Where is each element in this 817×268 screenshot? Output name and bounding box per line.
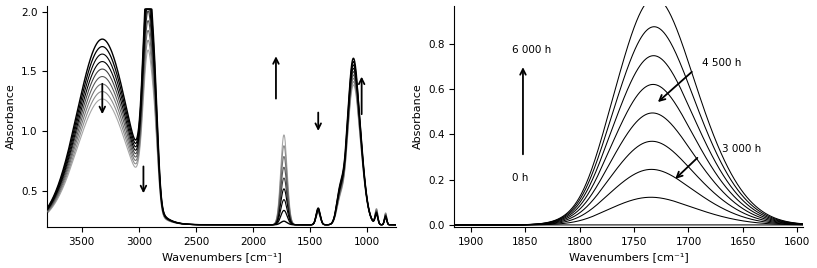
Y-axis label: Absorbance: Absorbance — [6, 84, 16, 149]
Text: 6 000 h: 6 000 h — [512, 45, 551, 55]
X-axis label: Wavenumbers [cm⁻¹]: Wavenumbers [cm⁻¹] — [162, 252, 282, 262]
Text: 3 000 h: 3 000 h — [722, 144, 761, 154]
X-axis label: Wavenumbers [cm⁻¹]: Wavenumbers [cm⁻¹] — [569, 252, 689, 262]
Text: 4 500 h: 4 500 h — [702, 58, 741, 68]
Y-axis label: Absorbance: Absorbance — [413, 84, 422, 149]
Text: 0 h: 0 h — [512, 173, 529, 183]
